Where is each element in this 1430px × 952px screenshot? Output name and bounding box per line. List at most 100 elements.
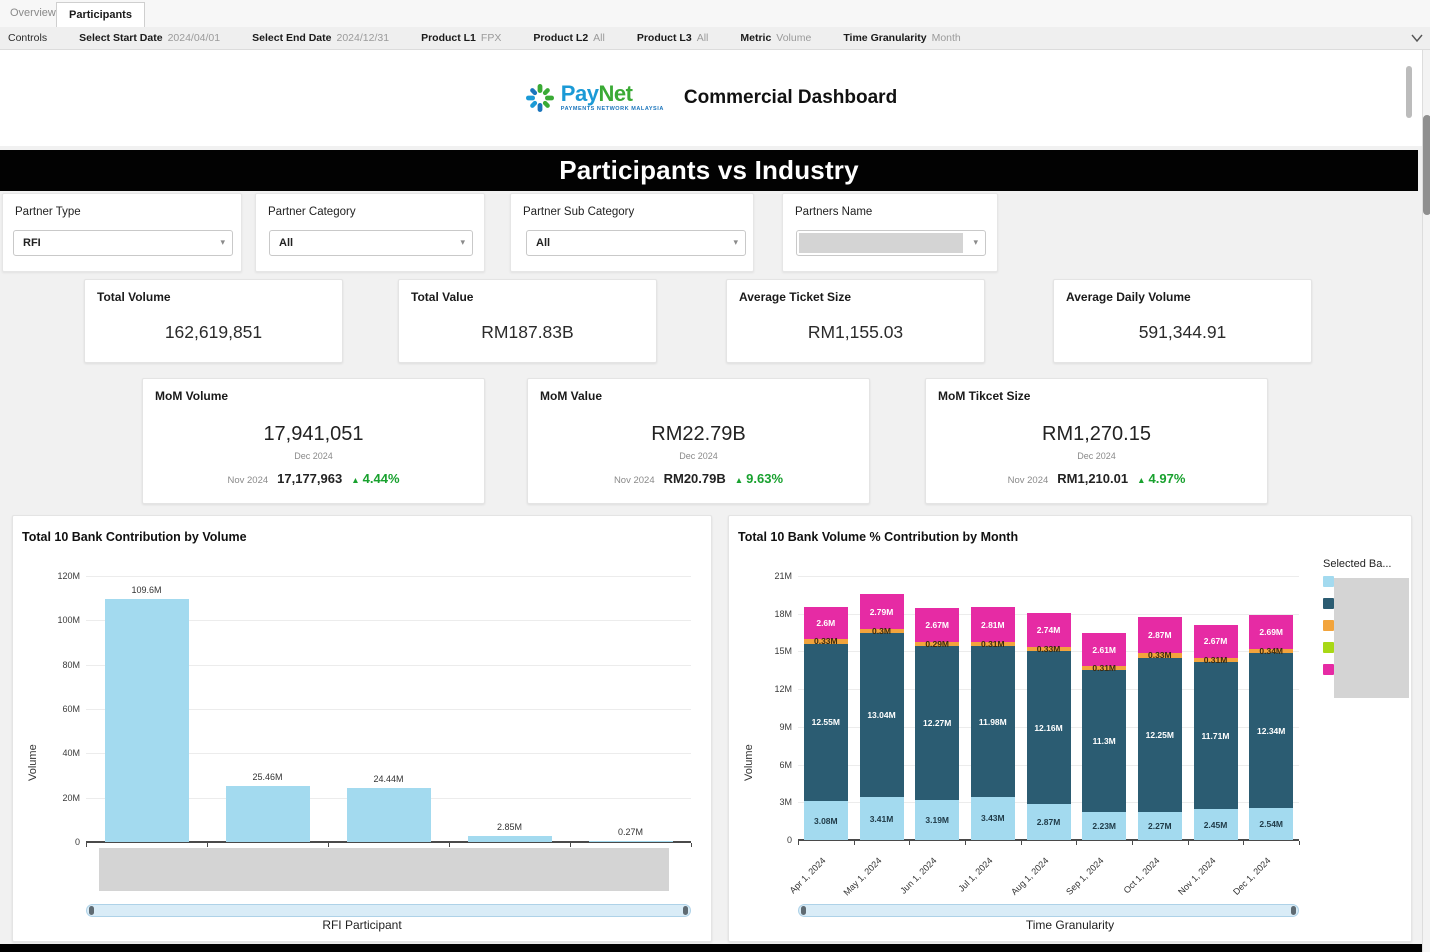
segment-light-blue[interactable]: [803, 801, 848, 840]
kpi-value: 591,344.91: [1138, 322, 1227, 342]
segment-light-blue[interactable]: [1193, 809, 1238, 840]
bar[interactable]: [346, 787, 431, 842]
segment-light-blue[interactable]: [1026, 803, 1071, 840]
x-axis-tick: [207, 843, 208, 847]
page-scrollbar[interactable]: [1422, 50, 1430, 952]
segment-magenta[interactable]: [1137, 617, 1182, 654]
slider-handle-right[interactable]: [683, 906, 688, 915]
slider-handle-left[interactable]: [89, 906, 94, 915]
control-parameter[interactable]: Product L2 All: [533, 32, 605, 44]
bar[interactable]: [225, 785, 310, 842]
bar[interactable]: [467, 835, 552, 842]
control-parameter[interactable]: Select End Date 2024/12/31: [252, 32, 389, 44]
segment-orange[interactable]: [915, 642, 960, 646]
segment-dark-teal[interactable]: [859, 633, 904, 798]
control-parameter[interactable]: Product L3 All: [637, 32, 709, 44]
category-range-slider[interactable]: [798, 904, 1299, 917]
filter-dropdown[interactable]: ▾: [796, 230, 986, 256]
gridline: [86, 753, 691, 755]
x-axis-tick: [1020, 841, 1022, 845]
control-parameter[interactable]: Metric Volume: [740, 32, 811, 44]
chevron-down-icon: ▾: [220, 237, 225, 247]
control-parameter[interactable]: Product L1 FPX: [421, 32, 501, 44]
x-axis-tick-label: Dec 1, 2024: [1231, 855, 1273, 897]
legend-swatch[interactable]: [1323, 576, 1334, 587]
segment-magenta[interactable]: [803, 606, 848, 640]
legend-swatch[interactable]: [1323, 642, 1334, 653]
gridline: [86, 620, 691, 622]
slider-handle-right[interactable]: [1291, 906, 1296, 915]
x-axis-line: [798, 839, 1299, 841]
x-axis-tick: [853, 841, 855, 845]
header-scrollbar-thumb[interactable]: [1406, 66, 1412, 118]
filter-label: Partners Name: [795, 206, 873, 218]
segment-dark-teal[interactable]: [970, 646, 1015, 797]
segment-magenta[interactable]: [970, 607, 1015, 643]
control-parameter[interactable]: Time Granularity Month: [843, 32, 960, 44]
segment-orange[interactable]: [803, 639, 848, 644]
y-axis-tick-label: 40M: [62, 748, 80, 759]
chevron-down-icon[interactable]: [1410, 31, 1424, 45]
section-banner-title: Participants vs Industry: [559, 155, 859, 185]
delta-badge: ▲ 4.44%: [351, 471, 400, 486]
controls-items: Select Start Date 2024/04/01 Select End Da…: [79, 32, 993, 44]
segment-magenta[interactable]: [915, 608, 960, 642]
gridline: [798, 576, 1299, 577]
segment-light-blue[interactable]: [1249, 808, 1294, 840]
x-axis-tick-label: Aug 1, 2024: [1008, 855, 1051, 897]
paynet-logo: PayNet PAYMENTS NETWORK MALAYSIA: [525, 83, 664, 113]
segment-light-blue[interactable]: [1137, 811, 1182, 840]
legend-swatch[interactable]: [1323, 664, 1334, 675]
segment-magenta[interactable]: [1249, 614, 1294, 649]
segment-dark-teal[interactable]: [1026, 651, 1071, 804]
segment-magenta[interactable]: [1082, 633, 1127, 666]
segment-orange[interactable]: [1193, 658, 1238, 662]
tab-participants[interactable]: Participants: [56, 2, 145, 28]
y-axis-tick-label: 3M: [779, 797, 792, 808]
segment-dark-teal[interactable]: [1249, 653, 1294, 809]
segment-orange[interactable]: [1026, 647, 1071, 652]
filter-selected-value: RFI: [23, 237, 41, 249]
filter-card-partner-category: Partner Category All ▾: [255, 193, 485, 272]
filter-dropdown[interactable]: All ▾: [269, 230, 473, 256]
legend-swatch[interactable]: [1323, 598, 1334, 609]
segment-orange[interactable]: [1082, 666, 1127, 670]
segment-dark-teal[interactable]: [1137, 657, 1182, 812]
page-scrollbar-thumb[interactable]: [1423, 115, 1430, 215]
bar[interactable]: [104, 599, 189, 842]
paynet-wordmark: PayNet PAYMENTS NETWORK MALAYSIA: [561, 83, 664, 113]
segment-light-blue[interactable]: [859, 797, 904, 840]
segment-orange[interactable]: [1137, 653, 1182, 658]
y-axis-tick-label: 21M: [774, 571, 792, 581]
chevron-down-icon: ▾: [460, 237, 465, 247]
segment-dark-teal[interactable]: [915, 645, 960, 800]
segment-light-blue[interactable]: [915, 799, 960, 840]
tab-overview[interactable]: Overview: [10, 7, 56, 19]
segment-light-blue[interactable]: [970, 796, 1015, 840]
segment-magenta[interactable]: [859, 594, 904, 630]
prev-period-label: Nov 2024: [1007, 475, 1049, 486]
segment-orange[interactable]: [859, 629, 904, 634]
x-axis-tick-label: Nov 1, 2024: [1175, 855, 1218, 897]
segment-dark-teal[interactable]: [1082, 669, 1127, 812]
segment-dark-teal[interactable]: [803, 643, 848, 802]
segment-magenta[interactable]: [1026, 612, 1071, 647]
filter-dropdown[interactable]: All ▾: [526, 230, 746, 256]
filter-selected-value: All: [279, 237, 294, 249]
control-value: 2024/12/31: [336, 32, 390, 44]
segment-magenta[interactable]: [1193, 624, 1238, 659]
control-label: Product L3: [636, 32, 692, 44]
filter-selected-value: All: [536, 237, 551, 249]
segment-orange[interactable]: [970, 642, 1015, 647]
filter-dropdown[interactable]: RFI ▾: [13, 230, 233, 256]
bar[interactable]: [588, 841, 673, 842]
prev-period-value: RM20.79B: [663, 471, 726, 486]
filter-card-partners-name: Partners Name ▾: [782, 193, 998, 272]
segment-light-blue[interactable]: [1082, 812, 1127, 840]
slider-handle-left[interactable]: [801, 906, 806, 915]
category-range-slider[interactable]: [86, 904, 691, 917]
segment-dark-teal[interactable]: [1193, 662, 1238, 810]
legend-swatch[interactable]: [1323, 620, 1334, 631]
control-parameter[interactable]: Select Start Date 2024/04/01: [79, 32, 220, 44]
segment-orange[interactable]: [1249, 648, 1294, 653]
